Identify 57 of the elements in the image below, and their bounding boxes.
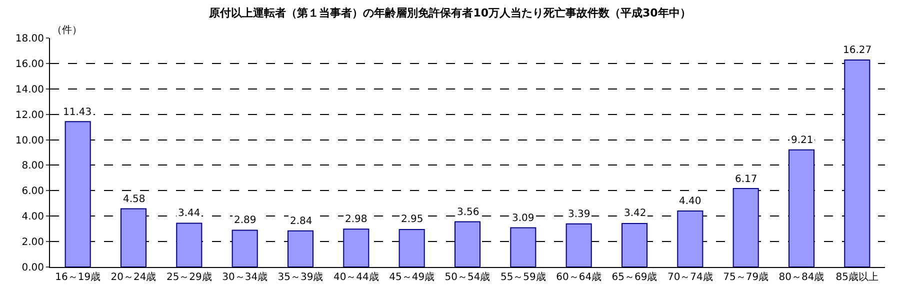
y-tick-label: 12.00 [15,110,44,121]
y-tick-label: 6.00 [22,186,44,198]
x-tick-label: 40～44歳 [333,271,379,283]
bar [566,223,592,267]
bar [621,222,648,267]
x-tick-label: 70～74歳 [667,271,713,283]
data-label: 2.89 [234,215,256,226]
x-tick-label: 80～84歳 [778,271,824,283]
bar [844,60,870,267]
x-tick-label: 16～19歳 [55,271,101,283]
x-tick-label: 65～69歳 [612,271,658,283]
x-tick-label: 25～29歳 [166,271,212,283]
y-tick-label: 18.00 [15,34,44,44]
y-axis-title: （件） [52,25,82,36]
bar [64,121,91,267]
bar [343,228,370,267]
data-label: 4.40 [679,196,702,207]
y-tick-label: 16.00 [15,58,44,70]
data-label: 3.42 [624,208,646,219]
x-tick-label: 45～49歳 [389,271,435,283]
x-tick-label: 85歳以上 [836,271,879,283]
bar [287,230,314,267]
bar [788,149,815,267]
x-tick-label: 75～79歳 [723,271,769,283]
data-label: 3.39 [568,209,590,220]
bar [510,227,536,267]
x-tick-label: 60～64歳 [556,271,602,283]
bar [120,208,147,267]
y-tick-label: 4.00 [22,212,44,223]
data-label: 6.17 [735,174,758,185]
x-tick-label: 30～34歳 [222,271,268,283]
data-label: 2.98 [345,214,368,225]
data-label: 2.84 [290,216,312,227]
data-label: 9.21 [791,135,814,146]
bar [454,221,481,267]
chart-title: 原付以上運転者（第１当事者）の年齢層別免許保有者10万人当たり死亡事故件数（平成30年中） [208,6,691,20]
bar [677,210,704,267]
y-tick-label: 0.00 [22,262,44,274]
x-tick-label: 35～39歳 [278,271,324,283]
bar [176,222,202,267]
y-tick-label: 8.00 [22,160,44,172]
data-label: 3.56 [457,207,480,218]
y-tick-label: 10.00 [15,135,44,146]
x-tick-label: 50～54歳 [444,271,490,283]
data-label: 3.44 [178,208,200,219]
x-tick-label: 55～59歳 [500,271,546,283]
data-label: 3.09 [512,213,534,224]
data-label: 2.95 [401,214,424,225]
bar [398,228,425,267]
bar [732,188,759,267]
data-label: 16.27 [843,45,872,56]
data-label: 4.58 [123,194,146,205]
y-tick-label: 14.00 [15,84,44,96]
data-label: 11.43 [63,107,92,118]
bar [232,230,258,267]
x-tick-label: 20～24歳 [110,271,156,283]
y-tick-label: 2.00 [22,237,44,248]
